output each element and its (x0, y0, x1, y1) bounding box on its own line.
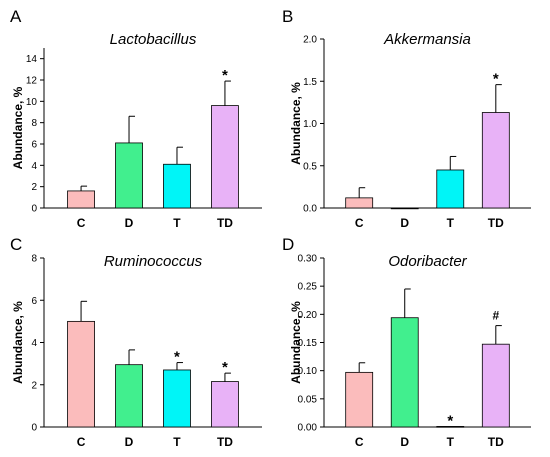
category-label: C (77, 216, 86, 230)
y-tick-label: 0 (31, 423, 37, 434)
category-label: TD (488, 216, 504, 230)
bar-c (345, 197, 374, 209)
category-label: C (355, 435, 364, 449)
category-label: TD (217, 435, 233, 449)
bar-t (163, 163, 191, 209)
panel-a: A Lactobacillus Abundance, % 0 2 4 6 8 10 12 14 C D T… (10, 7, 262, 230)
y-tick-label: 10 (26, 97, 38, 108)
y-tick-label: 0.10 (298, 366, 318, 377)
panel-b: B Akkermansia Abundance, % 0.0 0.5 1.0 1.5 2.0 C… (282, 7, 531, 230)
significance-marker: * (493, 71, 499, 88)
panel-letter: C (10, 235, 22, 254)
y-tick-label: 0.0 (303, 204, 317, 215)
y-tick-label: 0.25 (298, 282, 318, 293)
y-axis-label: Abundance, % (11, 301, 25, 384)
bar-t (436, 426, 465, 428)
panel-letter: A (10, 7, 22, 26)
chart-title: Akkermansia (383, 31, 471, 48)
y-axis-label: Abundance, % (11, 86, 25, 169)
significance-marker: # (492, 309, 499, 323)
significance-marker: * (174, 349, 180, 366)
category-label: T (447, 435, 455, 449)
y-axis-label: Abundance, % (289, 82, 303, 165)
bar-td (481, 343, 510, 428)
y-tick-label: 1.0 (303, 119, 317, 130)
y-tick-label: 0.30 (298, 254, 318, 265)
category-label: TD (217, 216, 233, 230)
category-label: C (77, 435, 86, 449)
category-label: T (447, 216, 455, 230)
chart-title: Lactobacillus (110, 31, 197, 48)
y-tick-label: 8 (31, 254, 37, 265)
y-tick-label: 2.0 (303, 35, 317, 46)
category-label: D (400, 216, 409, 230)
category-label: C (355, 216, 364, 230)
y-axis-label: Abundance, % (289, 301, 303, 384)
bar-c (67, 320, 95, 428)
y-tick-label: 8 (31, 118, 37, 129)
bar-t (436, 169, 465, 209)
y-tick-label: 14 (26, 54, 38, 65)
y-tick-label: 0 (31, 204, 37, 215)
category-label: T (173, 435, 181, 449)
category-label: D (400, 435, 409, 449)
significance-marker: * (222, 67, 228, 84)
bar-c (345, 371, 374, 428)
bar-d (115, 142, 143, 209)
category-label: TD (488, 435, 504, 449)
panel-letter: D (282, 235, 294, 254)
bar-c (67, 190, 95, 209)
y-tick-label: 0.15 (298, 338, 318, 349)
y-tick-label: 0.5 (303, 161, 317, 172)
y-tick-label: 0.05 (298, 394, 318, 405)
bar-d (390, 207, 419, 210)
y-tick-label: 0.20 (298, 310, 318, 321)
y-tick-label: 6 (31, 140, 37, 151)
category-label: D (125, 435, 134, 449)
chart-title: Ruminococcus (104, 253, 203, 270)
y-tick-label: 4 (31, 161, 37, 172)
y-tick-label: 1.5 (303, 77, 317, 88)
y-tick-label: 6 (31, 296, 37, 307)
bar-td (211, 381, 239, 428)
bar-td (211, 105, 239, 209)
significance-marker: * (447, 412, 453, 429)
y-tick-label: 0.00 (298, 423, 318, 434)
chart-title: Odoribacter (388, 253, 467, 270)
bar-d (390, 317, 419, 428)
category-label: D (125, 216, 134, 230)
category-label: T (173, 216, 181, 230)
panel-d: D Odoribacter Abundance, % 0.00 0.05 0.10 0.15… (282, 235, 531, 449)
bar-t (163, 369, 191, 428)
bar-d (115, 364, 143, 428)
significance-marker: * (222, 359, 228, 376)
panel-letter: B (282, 7, 293, 26)
y-tick-label: 4 (31, 338, 37, 349)
bar-td (481, 112, 510, 209)
y-tick-label: 2 (31, 380, 37, 391)
y-tick-label: 12 (26, 76, 38, 87)
y-tick-label: 2 (31, 182, 37, 193)
